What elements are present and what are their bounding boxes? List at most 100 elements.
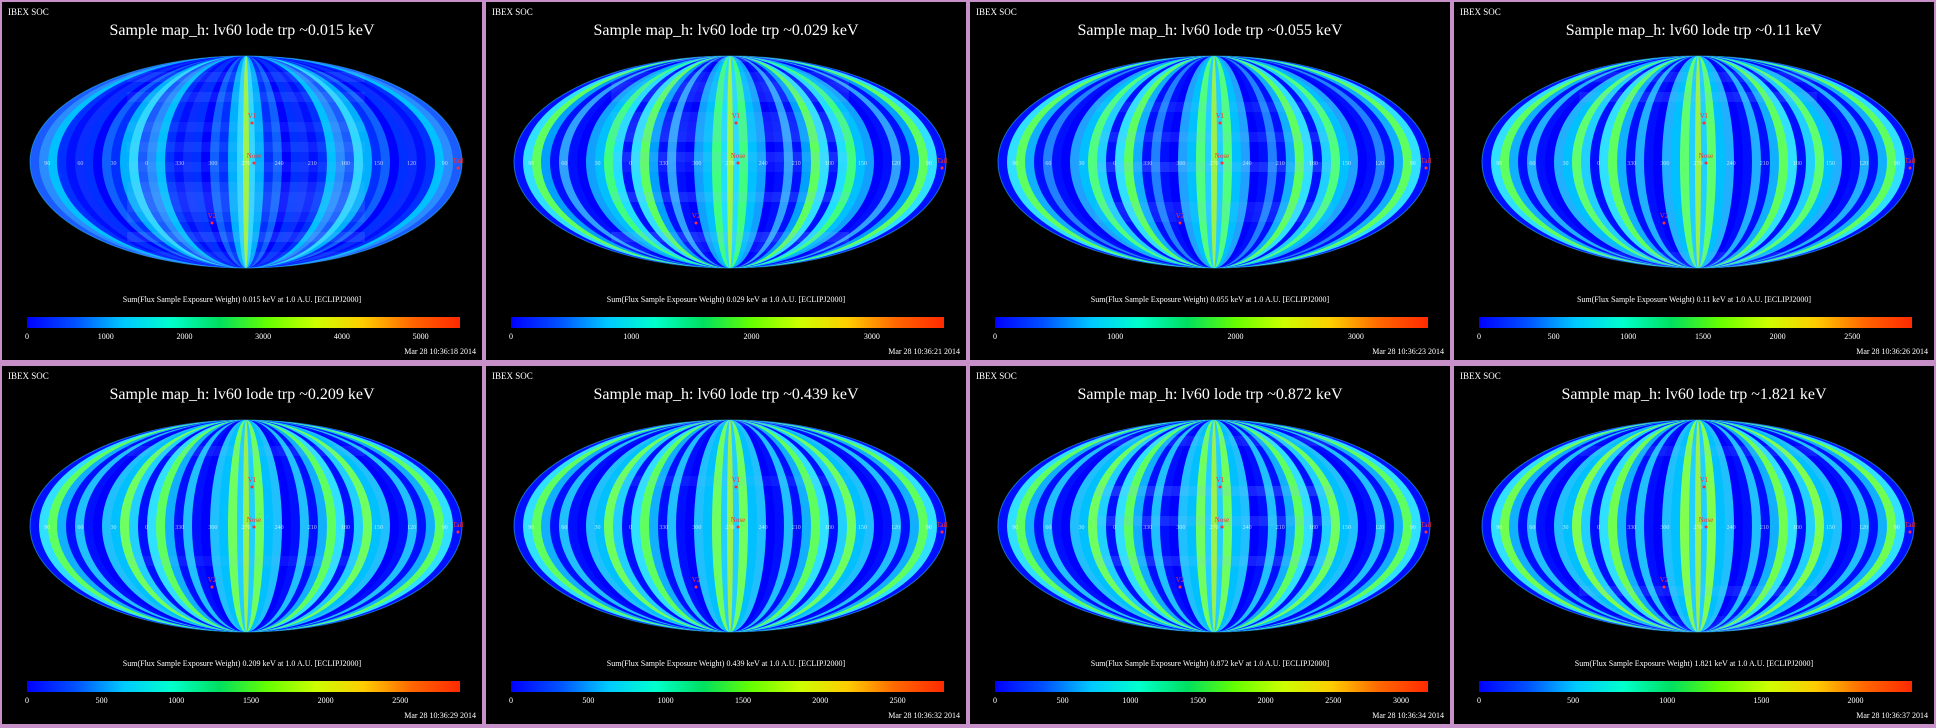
colorbar-tick-label: 3000 [1392,696,1409,705]
colorbar [995,681,1428,692]
map-marker-dot [1218,121,1222,125]
longitude-label: 330 [1143,161,1152,167]
longitude-label: 210 [1760,161,1769,167]
map-marker-label: V2 [692,212,701,220]
map-marker-label: Tail [937,157,948,165]
colorbar-tick-label: 2000 [1769,332,1786,341]
central-meridian [243,56,249,268]
longitude-label: 90 [1410,161,1416,167]
map-marker-dot [1220,525,1224,529]
map-marker-dot [1178,221,1182,225]
colorbar [27,681,460,692]
panel-header-label: IBEX SOC [8,7,49,17]
sky-map: 90 60 30 0 330 300 270 240 210 180 150 120 90V1V2Nos… [29,419,463,633]
longitude-label: 90 [442,161,448,167]
colorbar-label: Sum(Flux Sample Exposure Weight) 0.209 k… [122,659,362,668]
colorbar-gradient [1479,317,1912,328]
longitude-label: 30 [595,525,601,531]
longitude-label: 90 [926,525,932,531]
map-panel-2: IBEX SOC Sample map_h: lv60 lode trp ~0.0… [486,2,966,360]
map-marker-dot [210,221,214,225]
longitude-label: 240 [1243,161,1252,167]
longitude-label: 270 [726,161,735,167]
longitude-label: 270 [242,161,251,167]
longitude-label: 90 [1496,525,1502,531]
timestamp: Mar 28 10:36:21 2014 [888,347,960,356]
chart-title: Sample map_h: lv60 lode trp ~0.055 keV [1077,22,1343,39]
panel-header-label: IBEX SOC [976,7,1017,17]
longitude-label: 60 [1529,161,1535,167]
map-marker-dot [252,525,256,529]
longitude-label: 180 [1793,525,1802,531]
map-marker-label: V2 [1176,576,1185,584]
longitude-label: 270 [726,525,735,531]
colorbar [1479,681,1912,692]
map-marker-label: V2 [1660,212,1669,220]
longitude-label: 90 [1410,525,1416,531]
colorbar-tick-label: 2000 [743,332,760,341]
map-marker-label: Nose [1215,152,1229,160]
colorbar-label: Sum(Flux Sample Exposure Weight) 0.872 k… [1090,659,1330,668]
longitude-label: 120 [407,161,416,167]
longitude-label: 150 [374,161,383,167]
colorbar-tick-label: 3000 [255,332,272,341]
longitude-label: 270 [242,525,251,531]
sky-map: 90 60 30 0 330 300 270 240 210 180 150 120 90V1V2Nos… [513,55,948,269]
colorbar-tick-label: 1500 [1189,696,1206,705]
longitude-label: 90 [1894,161,1900,167]
longitude-label: 210 [1276,161,1285,167]
map-marker-label: Nose [247,152,261,160]
longitude-label: 210 [792,525,801,531]
colorbar-tick-label: 1000 [97,332,114,341]
longitude-label: 240 [1243,525,1252,531]
longitude-label: 90 [1012,161,1018,167]
longitude-label: 0 [1597,525,1600,531]
longitude-label: 30 [1563,525,1569,531]
sky-map: 90 60 30 0 330 300 270 240 210 180 150 120 90V1V2Nos… [997,55,1431,269]
longitude-label: 240 [1727,161,1736,167]
map-marker-label: Nose [1215,516,1229,524]
map-marker-label: V1 [732,476,741,484]
map-marker-label: V1 [1216,112,1225,120]
longitude-label: 210 [308,161,317,167]
colorbar-tick-label: 5000 [412,332,429,341]
colorbar [511,681,944,692]
longitude-label: 60 [561,161,567,167]
longitude-label: 210 [308,525,317,531]
longitude-label: 330 [1627,161,1636,167]
longitude-label: 120 [1375,161,1384,167]
longitude-label: 270 [1694,525,1703,531]
longitude-label: 150 [374,525,383,531]
longitude-label: 150 [1342,525,1351,531]
colorbar-tick-label: 500 [1056,696,1069,705]
map-marker-label: V2 [208,212,217,220]
longitude-label: 120 [1375,525,1384,531]
map-marker-dot [1424,530,1428,534]
map-marker-dot [1704,525,1708,529]
map-panel-3: IBEX SOC Sample map_h: lv60 lode trp ~0.0… [970,2,1450,360]
map-marker-label: V2 [208,576,217,584]
map-marker-label: V1 [1700,112,1709,120]
longitude-label: 30 [1079,525,1085,531]
map-marker-label: Tail [453,157,464,165]
map-marker-dot [694,221,698,225]
colorbar-gradient [511,317,944,328]
map-marker-dot [1218,485,1222,489]
longitude-label: 270 [1210,161,1219,167]
colorbar-tick-label: 500 [95,696,108,705]
panel-header-label: IBEX SOC [976,371,1017,381]
colorbar-tick-label: 2500 [889,696,906,705]
longitude-label: 120 [1859,161,1868,167]
colorbar-tick-label: 1500 [242,696,259,705]
map-marker-dot [210,585,214,589]
map-marker-label: Nose [247,516,261,524]
map-marker-dot [456,530,460,534]
map-marker-dot [1178,585,1182,589]
longitude-label: 300 [208,525,217,531]
longitude-label: 30 [595,161,601,167]
longitude-label: 90 [528,161,534,167]
colorbar [511,317,944,328]
longitude-label: 0 [1113,525,1116,531]
longitude-label: 120 [407,525,416,531]
longitude-label: 300 [1176,525,1185,531]
